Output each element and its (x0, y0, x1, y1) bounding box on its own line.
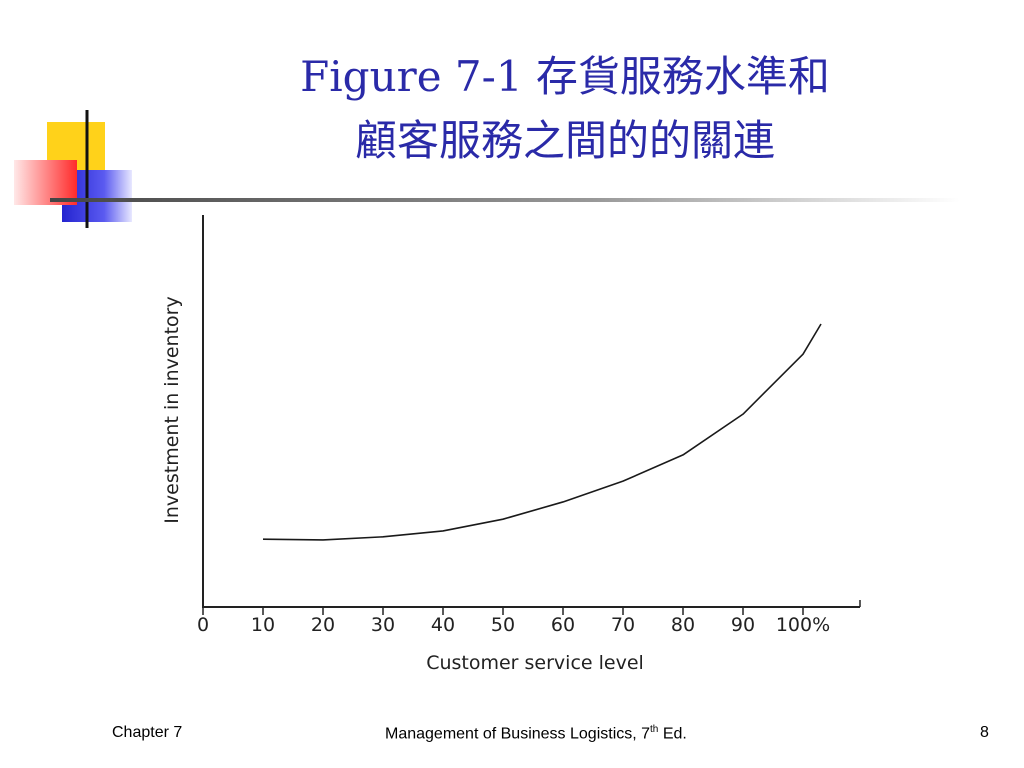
x-tick-label: 40 (431, 614, 455, 636)
x-tick-label: 30 (371, 614, 395, 636)
footer-right: 8 (980, 724, 989, 741)
deco-red (14, 160, 77, 205)
title-line: 顧客服務之間的的關連 (354, 116, 775, 165)
x-tick-label: 90 (731, 614, 755, 636)
title-line: Figure 7-1 存貨服務水準和 (300, 52, 830, 101)
deco-hline (50, 198, 960, 202)
footer-left: Chapter 7 (112, 724, 183, 741)
x-tick-label: 70 (611, 614, 635, 636)
footer-text: Ed. (658, 725, 687, 743)
x-tick-label: 80 (671, 614, 695, 636)
x-axis-label: Customer service level (426, 652, 644, 674)
x-tick-label: 0 (197, 614, 209, 636)
footer-sup: th (650, 724, 659, 735)
x-tick-label: 10 (251, 614, 275, 636)
x-tick-label: 60 (551, 614, 575, 636)
x-tick-label: 50 (491, 614, 515, 636)
data-line (262, 323, 822, 541)
footer-center: Management of Business Logistics, 7th Ed… (385, 724, 687, 743)
y-axis-label: Investment in inventory (161, 296, 183, 523)
footer-text: Management of Business Logistics, 7 (385, 725, 651, 743)
x-tick-label: 100% (776, 614, 830, 636)
x-tick-label: 20 (311, 614, 335, 636)
